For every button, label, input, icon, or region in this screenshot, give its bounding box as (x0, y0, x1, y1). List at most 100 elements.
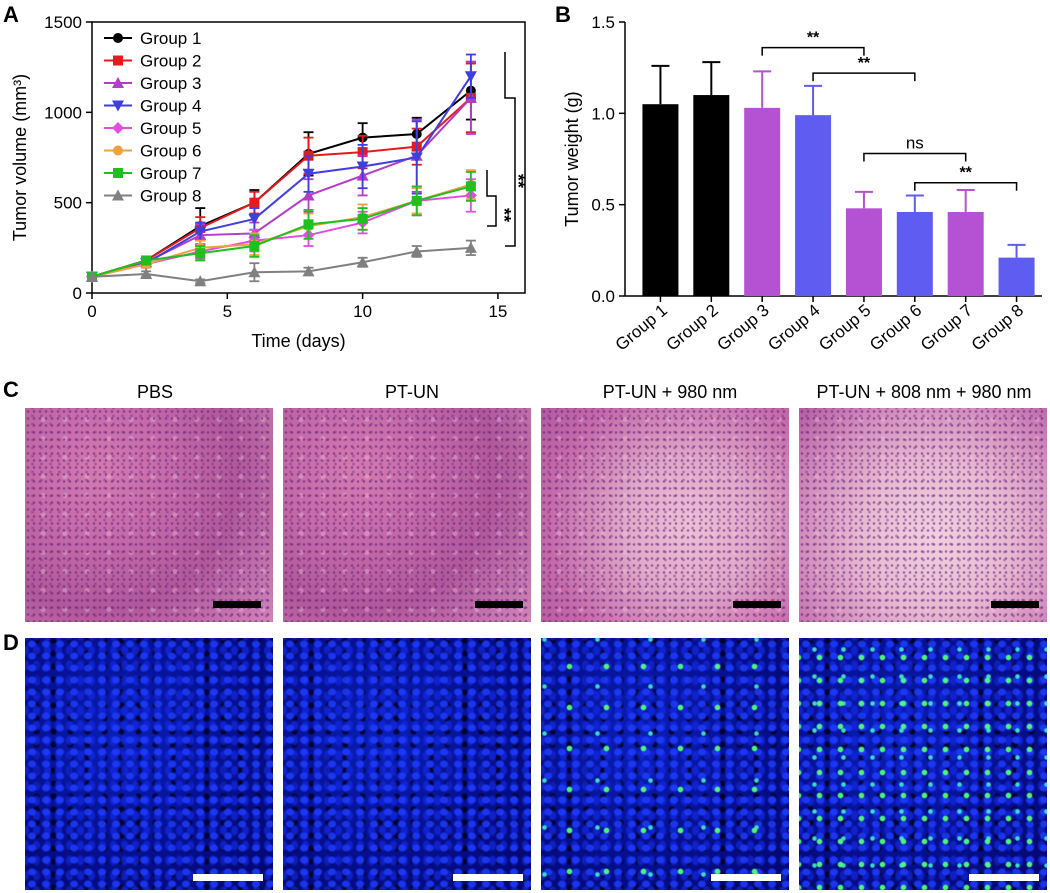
panel-label-a: A (3, 2, 19, 27)
data-point (140, 268, 153, 280)
scale-bar (475, 601, 523, 608)
significance-label: ** (858, 55, 871, 72)
data-point (464, 71, 477, 83)
data-point (194, 226, 207, 238)
fluorescence-image-pt-un-980 (541, 638, 789, 890)
x-tick-label: 10 (353, 302, 372, 321)
x-tick-label: 15 (488, 302, 507, 321)
legend-marker (113, 55, 123, 66)
bar (896, 211, 933, 296)
legend-marker (112, 77, 124, 88)
he-image-pt-un-808-980 (799, 408, 1047, 622)
x-tick-label: Group 6 (866, 301, 925, 355)
data-point (357, 213, 368, 224)
image-title-pt-un: PT-UN (385, 382, 439, 402)
data-point (249, 241, 260, 252)
data-point (302, 189, 315, 201)
legend-marker (113, 168, 123, 178)
data-point (248, 266, 261, 278)
y-axis-label: Tumor volume (mm³) (10, 74, 30, 241)
legend-marker (112, 189, 124, 201)
x-tick-label: 5 (223, 302, 232, 321)
x-tick-label: 0 (87, 302, 96, 321)
y-axis-label: Tumor weight (g) (562, 91, 582, 226)
legend-entry: Group 8 (140, 187, 201, 206)
scale-bar (991, 601, 1039, 608)
legend-entry: Group 6 (140, 142, 201, 161)
series-line (91, 246, 471, 283)
bar (845, 208, 882, 296)
data-point (410, 245, 423, 257)
significance-label: ** (807, 30, 820, 47)
significance-bracket (812, 72, 916, 82)
legend-entry: Group 4 (140, 97, 201, 116)
significance-label: ** (508, 174, 528, 188)
legend-entry: Group 2 (140, 52, 201, 71)
bar-group (998, 243, 1035, 296)
bar (795, 115, 832, 296)
image-title-pt-un-980: PT-UN + 980 nm (602, 382, 738, 402)
bar-group (744, 70, 781, 296)
data-point (86, 270, 98, 282)
image-title-pbs: PBS (136, 382, 174, 402)
y-tick-label: 1.5 (591, 13, 615, 32)
legend-marker (113, 145, 123, 156)
data-point (303, 219, 314, 230)
legend-entry: Group 1 (140, 29, 201, 48)
y-tick-label: 0.0 (591, 287, 615, 306)
bar (642, 104, 679, 296)
y-tick-label: 0 (73, 284, 82, 303)
y-tick-label: 500 (54, 194, 82, 213)
fluorescence-image-pt-un (283, 638, 531, 890)
legend-entry: Group 3 (140, 74, 201, 93)
data-point (410, 152, 423, 164)
significance-bracket (863, 152, 967, 162)
bar-group (896, 194, 933, 296)
he-image-pt-un (283, 408, 531, 622)
x-tick-label: Group 3 (713, 301, 772, 355)
data-point (302, 168, 315, 180)
significance-brackets: ** ** (486, 52, 528, 247)
data-point (356, 161, 369, 173)
bracket (486, 170, 497, 227)
data-point (411, 195, 422, 206)
significance-bracket (914, 181, 1018, 191)
bracket (504, 52, 516, 247)
data-point (465, 181, 476, 192)
y-tick-label: 1500 (44, 13, 82, 32)
he-image-pt-un-980 (541, 408, 789, 622)
x-axis-label: Time (days) (251, 331, 345, 351)
data-point (356, 256, 369, 268)
legend: Group 1 Group 2 Group 3 Group 4 Group 5 Group… (104, 29, 201, 206)
x-tick-label: Group 2 (663, 301, 722, 355)
x-tick-label: Group 1 (612, 301, 671, 355)
bar-group (642, 64, 679, 296)
series-line (91, 97, 472, 278)
significance-label: ** (959, 165, 972, 182)
tunel-positive-signal (541, 638, 789, 890)
significance-label: ** (494, 208, 514, 222)
x-tick-label: Group 5 (815, 301, 874, 355)
plot-frame (91, 21, 526, 294)
x-tick-label: Group 8 (968, 301, 1027, 355)
data-point (195, 248, 206, 259)
data-point (248, 213, 261, 225)
legend-marker (112, 100, 124, 112)
data-point (464, 241, 477, 253)
y-tick-label: 0.5 (591, 196, 615, 215)
bar-group (795, 84, 832, 296)
significance-label: ns (906, 134, 924, 153)
legend-entry: Group 7 (140, 164, 201, 183)
bar (947, 211, 984, 296)
bar-group (845, 190, 882, 296)
fluorescence-image-pt-un-808-980 (799, 638, 1047, 890)
bar (998, 257, 1035, 296)
panel-label-b: B (555, 2, 571, 27)
series-8 (86, 239, 477, 287)
bar-group (947, 189, 984, 296)
data-point (249, 197, 260, 208)
tunel-positive-signal (799, 638, 1047, 890)
series-line (91, 185, 472, 278)
scale-bar (969, 874, 1039, 881)
